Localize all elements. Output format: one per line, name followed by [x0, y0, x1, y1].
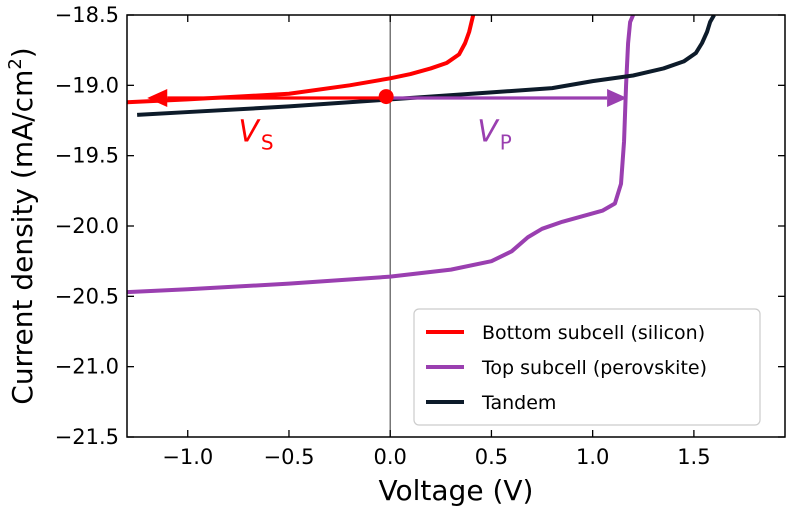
y-tick-label: −19.0: [55, 73, 119, 97]
series-line-2: [137, 15, 716, 117]
x-tick-label: 1.5: [677, 445, 710, 469]
y-axis-label-close: ): [6, 47, 39, 58]
series-layer: [127, 15, 716, 295]
x-tick-label: 1.0: [576, 445, 609, 469]
series-line-1: [127, 15, 635, 295]
x-tick-label: −0.5: [263, 445, 314, 469]
x-tick-label: −1.0: [162, 445, 213, 469]
series-line-0: [127, 15, 476, 105]
legend-label-1: Top subcell (perovskite): [481, 357, 707, 379]
x-tick-label: 0.0: [373, 445, 406, 469]
y-axis-label: Current density (mA/cm2): [5, 47, 39, 404]
operating-point-marker: [378, 89, 394, 105]
legend-label-0: Bottom subcell (silicon): [482, 322, 705, 344]
y-tick-label: −21.0: [55, 355, 119, 379]
legend-box: [413, 308, 761, 426]
legend: Bottom subcell (silicon) Top subcell (per…: [413, 308, 761, 426]
label-vp-sub: P: [500, 131, 512, 155]
label-vp-main: V: [477, 115, 500, 150]
y-tick-label: −18.5: [55, 3, 119, 27]
x-tick-label: 0.5: [475, 445, 508, 469]
axes-layer: −1.0 −0.5 0.0 0.5 1.0 1.5 −18.5 −19.0 −19.5 −20.0…: [55, 3, 786, 469]
arrow-vs-head: [147, 88, 168, 107]
y-tick-label: −20.0: [55, 214, 119, 238]
y-tick-label: −21.5: [55, 425, 119, 449]
y-tick-label: −20.5: [55, 284, 119, 308]
legend-label-2: Tandem: [481, 392, 556, 414]
x-axis-label: Voltage (V): [379, 474, 534, 507]
y-axis-label-sup: 2: [5, 58, 26, 69]
label-vs-main: V: [238, 115, 261, 150]
y-tick-label: −19.5: [55, 144, 119, 168]
y-axis-label-main: Current density (mA/cm: [6, 70, 39, 405]
label-vs-sub: S: [261, 131, 274, 155]
arrow-vp-head: [607, 88, 628, 107]
